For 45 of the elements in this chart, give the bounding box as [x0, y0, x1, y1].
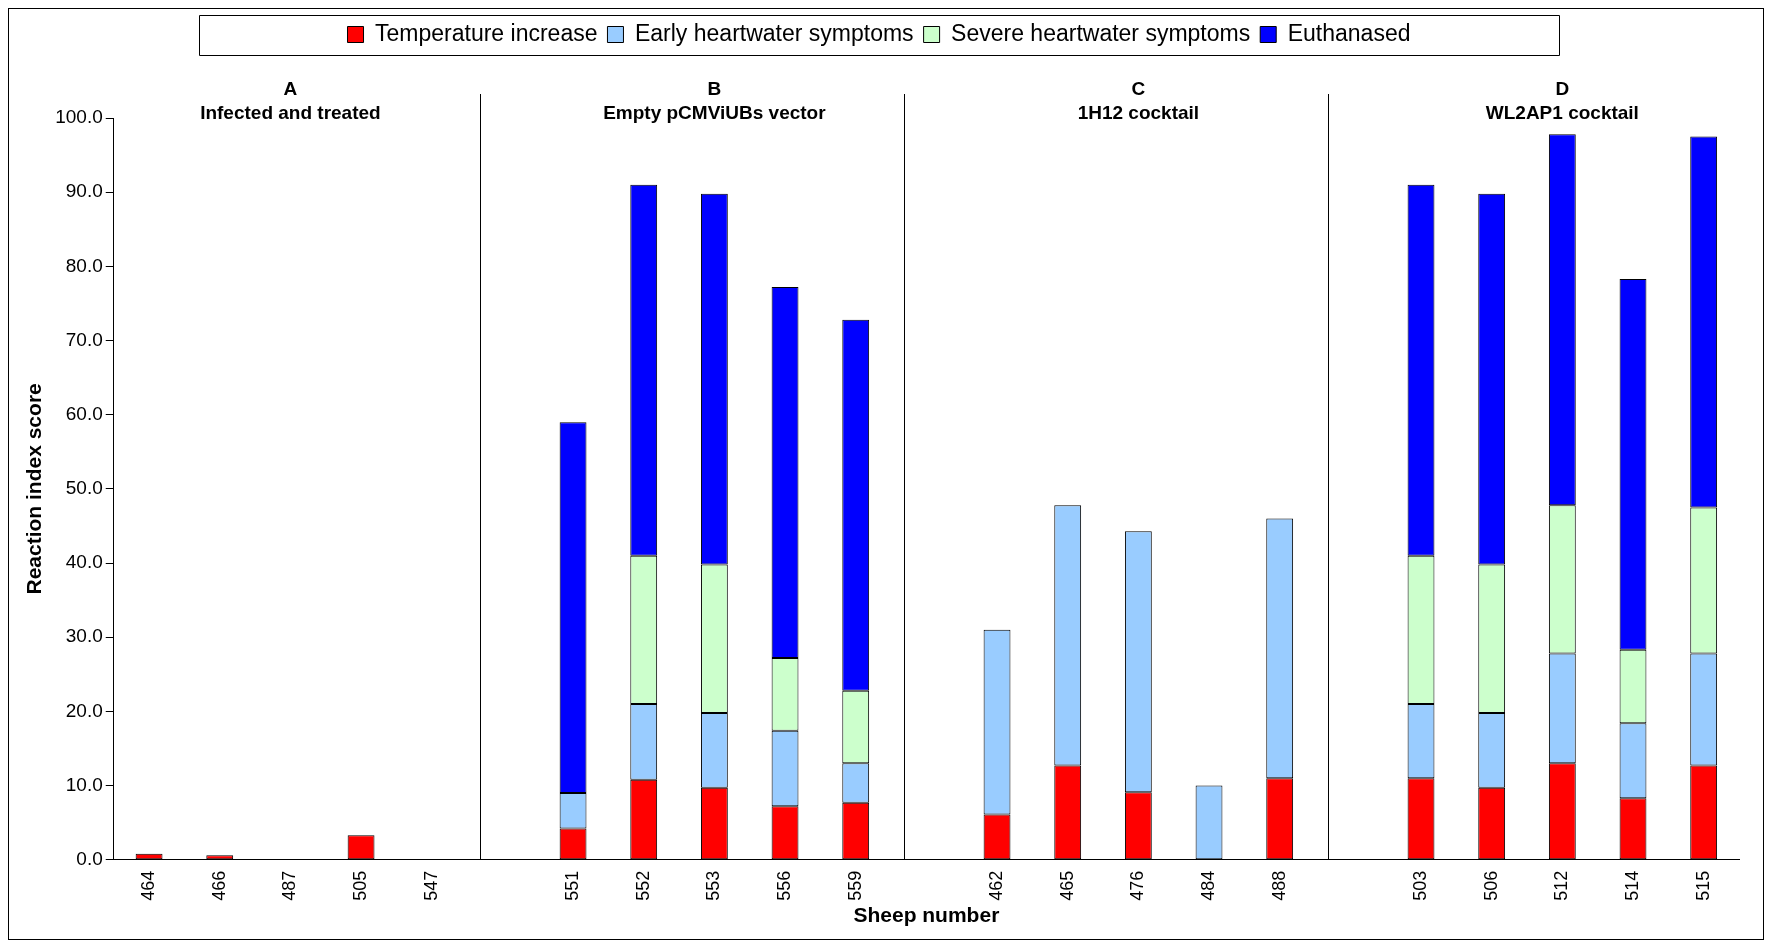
- y-tick-label: 100.0: [55, 106, 103, 128]
- annotation: 1H12 cocktail: [1077, 102, 1200, 124]
- y-axis-title: Reaction index score: [22, 383, 46, 595]
- annotation: WL2AP1 cocktail: [1485, 102, 1639, 124]
- y-tick-label: 80.0: [65, 254, 103, 276]
- text: B: [707, 78, 722, 100]
- x-tick-label: 514: [1621, 870, 1642, 901]
- x-tick-label: 547: [420, 870, 441, 901]
- x-tick-label: 488: [1268, 870, 1289, 901]
- x-tick-label: 556: [774, 870, 795, 901]
- x-tick-label: 515: [1692, 870, 1713, 901]
- x-axis-title: Sheep number: [853, 903, 1000, 927]
- y-tick-label: 30.0: [65, 625, 103, 647]
- y-tick-label: 50.0: [65, 477, 103, 499]
- x-tick-label: 484: [1197, 870, 1218, 901]
- x-tick-label: 552: [632, 870, 653, 901]
- x-tick-label: 506: [1480, 870, 1501, 901]
- x-tick-label: 476: [1127, 870, 1148, 901]
- annotation: Empty pCMViUBs vector: [603, 102, 827, 124]
- x-tick-label: 464: [138, 870, 159, 901]
- y-tick-label: 10.0: [65, 773, 103, 795]
- x-tick-label: 462: [986, 870, 1007, 901]
- x-tick-label: 553: [703, 870, 724, 901]
- y-tick-label: 70.0: [65, 328, 103, 350]
- x-tick-label: 503: [1409, 870, 1430, 901]
- text: A: [283, 78, 298, 100]
- y-tick-label: 60.0: [65, 402, 103, 424]
- y-tick-label: 90.0: [65, 180, 103, 202]
- text: C: [1131, 78, 1146, 100]
- annotation: Infected and treated: [200, 102, 381, 124]
- y-tick-label: 40.0: [65, 551, 103, 573]
- x-tick-label: 512: [1551, 870, 1572, 901]
- x-tick-label: 551: [562, 870, 583, 901]
- legend-label: Temperature increase: [375, 19, 598, 46]
- legend-label: Early heartwater symptoms: [634, 19, 914, 46]
- y-tick-label: 20.0: [65, 699, 103, 721]
- x-tick-label: 505: [350, 870, 371, 901]
- y-tick-label: 0.0: [76, 848, 103, 869]
- text: D: [1555, 78, 1570, 100]
- x-tick-label: 466: [208, 870, 229, 901]
- x-tick-label: 465: [1056, 870, 1077, 901]
- x-tick-label: 559: [844, 870, 865, 901]
- x-tick-label: 487: [279, 870, 300, 901]
- legend-label: Severe heartwater symptoms: [951, 19, 1251, 46]
- legend-label: Euthanased: [1287, 19, 1411, 46]
